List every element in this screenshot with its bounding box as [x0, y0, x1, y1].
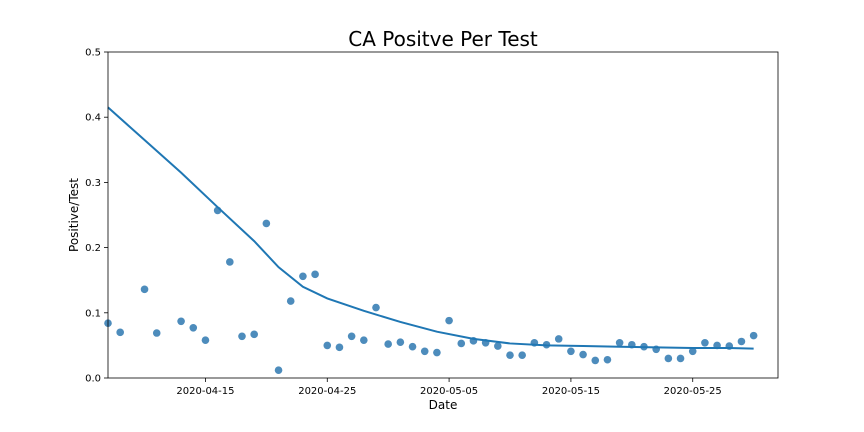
data-point: [238, 332, 246, 341]
data-point: [140, 285, 149, 294]
data-point: [347, 332, 356, 341]
data-point: [688, 347, 697, 356]
data-point: [433, 348, 441, 357]
data-point: [152, 329, 161, 337]
y-tick-label: 0.2: [85, 243, 101, 254]
x-tick-label: 2020-05-15: [542, 386, 600, 397]
data-point: [360, 336, 368, 344]
data-point: [615, 338, 624, 347]
data-point: [420, 347, 429, 356]
data-point: [494, 342, 502, 350]
plot-area: [108, 52, 778, 378]
y-tick-label: 0.4: [85, 113, 101, 124]
data-point: [226, 258, 234, 266]
x-tick-label: 2020-04-15: [176, 386, 234, 397]
data-point: [189, 323, 198, 332]
data-point: [445, 316, 453, 325]
data-point: [201, 336, 210, 344]
x-tick-label: 2020-05-25: [664, 386, 722, 397]
data-point: [262, 219, 271, 228]
data-point: [457, 339, 466, 348]
data-point: [603, 355, 612, 364]
data-point: [506, 351, 514, 359]
y-tick-label: 0.1: [85, 308, 101, 319]
y-tick-label: 0.0: [85, 374, 101, 385]
data-point: [749, 331, 758, 340]
x-tick-label: 2020-04-25: [298, 386, 356, 397]
data-point: [579, 350, 587, 359]
data-point: [323, 341, 332, 350]
data-point: [737, 337, 746, 346]
y-tick-label: 0.5: [85, 48, 101, 59]
data-point: [274, 366, 283, 374]
chart-title: CA Positve Per Test: [348, 27, 538, 51]
y-axis-ticks: 0.0 0.1 0.2 0.3 0.4 0.5: [85, 48, 108, 385]
data-point: [664, 354, 673, 363]
data-point: [177, 317, 185, 326]
x-axis-label: Date: [429, 398, 458, 412]
data-point: [116, 328, 124, 337]
data-point: [676, 354, 685, 363]
data-point: [396, 338, 405, 346]
x-axis-ticks: 2020-04-15 2020-04-25 2020-05-05 2020-05-15…: [176, 378, 722, 397]
plot-frame: [107, 51, 779, 379]
data-point: [701, 338, 709, 347]
data-point: [372, 303, 380, 312]
data-point: [518, 351, 526, 359]
data-point: [335, 343, 344, 352]
fit-line: [107, 106, 754, 350]
x-tick-label: 2020-05-05: [420, 386, 478, 397]
data-point: [591, 356, 600, 365]
y-tick-label: 0.3: [85, 178, 101, 189]
y-axis-label: Positive/Test: [67, 178, 81, 252]
data-point: [384, 340, 392, 348]
data-point: [299, 272, 307, 281]
data-point: [286, 297, 295, 305]
data-point: [408, 342, 417, 351]
data-point: [567, 347, 575, 356]
data-point: [250, 330, 258, 339]
data-point: [311, 270, 319, 279]
data-point: [554, 335, 563, 343]
